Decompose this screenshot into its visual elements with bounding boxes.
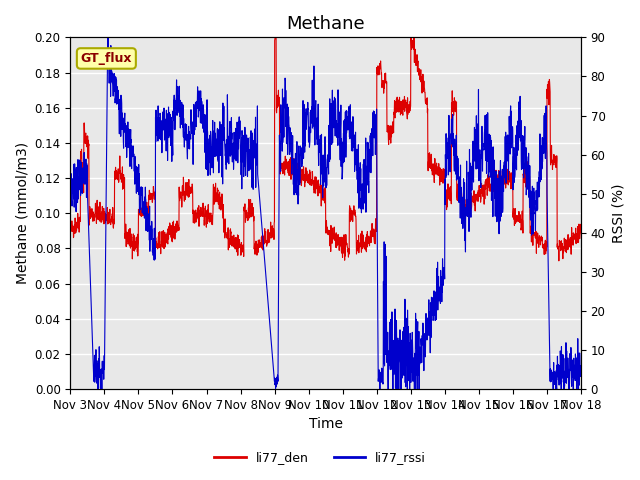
Y-axis label: RSSI (%): RSSI (%) [611,183,625,243]
Text: GT_flux: GT_flux [81,52,132,65]
X-axis label: Time: Time [308,418,342,432]
Title: Methane: Methane [286,15,365,33]
Legend: li77_den, li77_rssi: li77_den, li77_rssi [209,446,431,469]
Y-axis label: Methane (mmol/m3): Methane (mmol/m3) [15,142,29,284]
